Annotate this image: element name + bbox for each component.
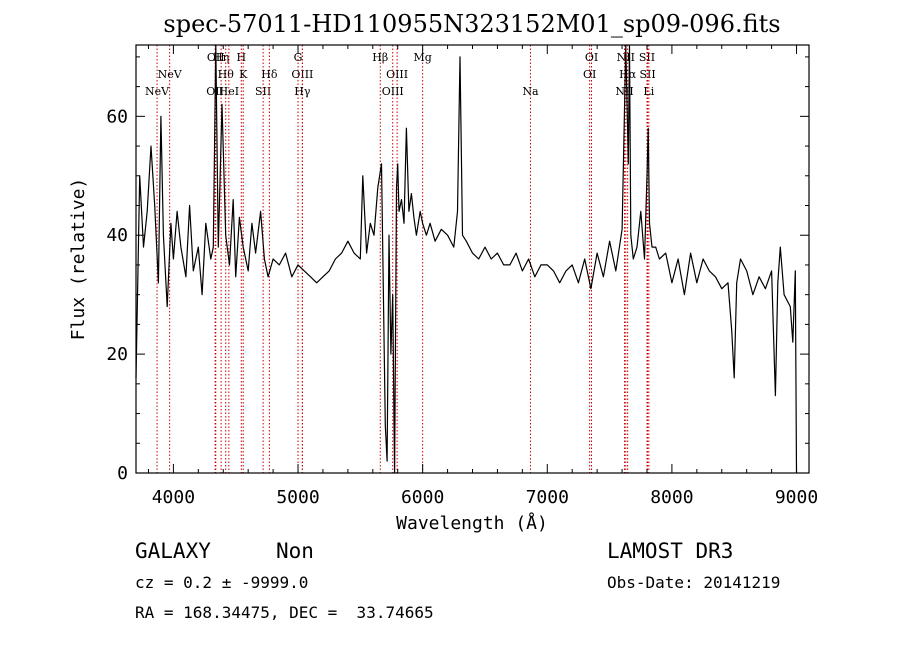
marker-label: Mg [413, 51, 431, 64]
x-tick-label: 8000 [650, 487, 693, 508]
marker-label: H [237, 51, 247, 64]
y-tick-label: 60 [106, 106, 128, 127]
coordinates-text: RA = 168.34475, DEC = 33.74665 [135, 603, 434, 622]
redshift-text: cz = 0.2 ± -9999.0 [135, 573, 309, 592]
marker-label: G [294, 51, 303, 64]
marker-label: SII [639, 51, 655, 64]
marker-label: Hγ [294, 85, 311, 98]
series-layer [135, 44, 798, 474]
y-tick-label: 20 [106, 344, 128, 365]
marker-label: NeV [158, 68, 183, 81]
x-tick-label: 5000 [276, 487, 319, 508]
y-tick-label: 0 [117, 463, 128, 484]
marker-label: SII [639, 68, 655, 81]
marker-label: OIII [382, 85, 404, 98]
y-axis-ticks: 0 20 40 60 [106, 56, 809, 484]
marker-label: OI [583, 68, 596, 81]
object-class: GALAXY [135, 539, 211, 563]
x-tick-label: 9000 [775, 487, 818, 508]
marker-label: OI [585, 51, 598, 64]
marker-label: OIII [386, 68, 408, 81]
marker-label: Li [643, 85, 654, 98]
y-tick-label: 40 [106, 225, 128, 246]
object-subclass: Non [276, 539, 314, 563]
x-tick-label: 6000 [401, 487, 444, 508]
marker-label: Hα [619, 68, 637, 81]
x-tick-label: 4000 [152, 487, 195, 508]
marker-label: SII [255, 85, 271, 98]
spectrum-line [135, 44, 798, 474]
marker-label: Na [522, 85, 539, 98]
y-axis-label: Flux (relative) [68, 178, 89, 341]
marker-label: Hη [213, 51, 229, 64]
chart-title: spec-57011-HD110955N323152M01_sp09-096.f… [163, 10, 780, 38]
marker-label: NeV [145, 85, 170, 98]
marker-label: K [239, 68, 248, 81]
marker-label: HeI [219, 85, 239, 98]
marker-label: Hβ [372, 51, 388, 64]
marker-label: Hθ [218, 68, 235, 81]
x-axis-ticks: 4000 5000 6000 7000 8000 9000 [147, 45, 818, 508]
x-tick-label: 7000 [526, 487, 569, 508]
marker-label: Hδ [261, 68, 278, 81]
survey-name: LAMOST DR3 [607, 539, 734, 563]
obs-date-text: Obs-Date: 20141219 [607, 573, 781, 592]
x-axis-label: Wavelength (Å) [396, 512, 548, 534]
